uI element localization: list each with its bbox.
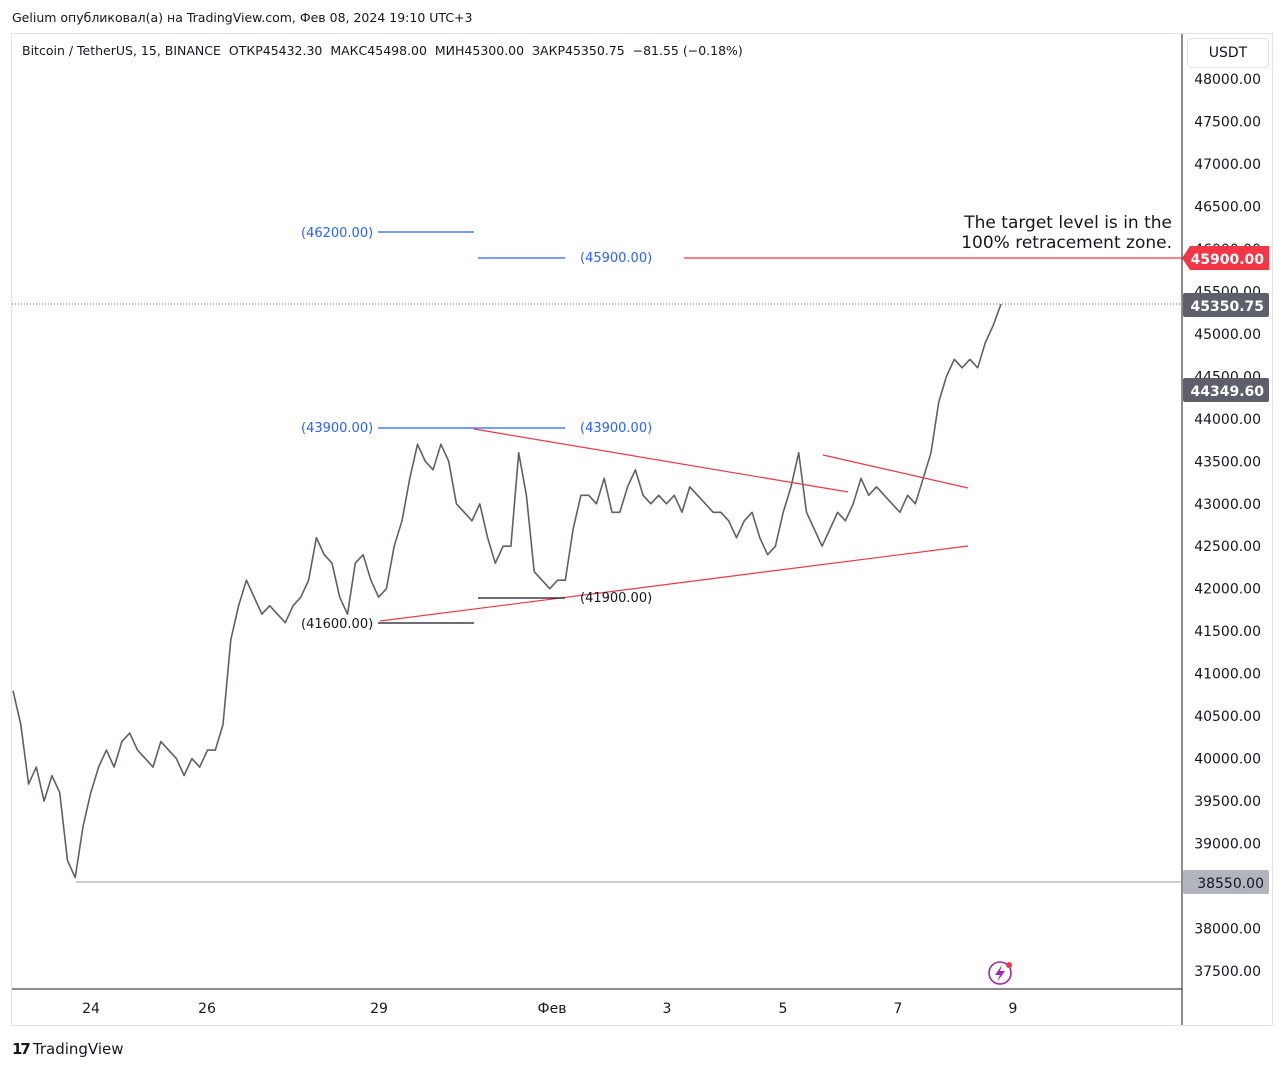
fib-label-45900: (45900.00)	[580, 251, 652, 266]
x-axis-labels: 24 26 29 Фев 3 5 7 9	[82, 1001, 1017, 1017]
price-series-line	[12, 303, 1002, 879]
mid-price-badge: 44349.60	[1183, 378, 1269, 402]
y-tick-label: 44000.00	[1194, 412, 1261, 428]
last-price-badge: 45350.75	[1183, 293, 1269, 317]
tradingview-brand-name: TradingView	[32, 1040, 124, 1058]
low-price-text: 38550.00	[1197, 876, 1264, 892]
x-tick-label: 26	[198, 1001, 216, 1017]
x-tick-label: 7	[894, 1001, 903, 1017]
y-axis-labels: 48000.0047500.0047000.0046500.0046000.00…	[1194, 72, 1261, 980]
publisher-line: Gelium опубликовал(а) на TradingView.com…	[12, 10, 473, 25]
y-tick-label: 43500.00	[1194, 454, 1261, 470]
y-tick-label: 46500.00	[1194, 199, 1261, 215]
last-price-text: 45350.75	[1190, 299, 1264, 315]
x-tick-label: Фев	[538, 1001, 567, 1017]
triangle-upper-line	[473, 428, 849, 493]
fib-label-41600: (41600.00)	[301, 617, 373, 632]
tradingview-brand[interactable]: 17 TradingView	[12, 1040, 124, 1058]
target-price-badge: 45900.00	[1182, 246, 1269, 270]
fib-label-43900-left: (43900.00)	[301, 421, 373, 436]
legend-low: МИН45300.00	[434, 43, 525, 58]
y-tick-label: 47500.00	[1194, 114, 1261, 130]
x-tick-label: 9	[1009, 1001, 1018, 1017]
y-tick-label: 39500.00	[1194, 794, 1261, 810]
y-tick-label: 40000.00	[1194, 752, 1261, 768]
fib-label-41900: (41900.00)	[580, 591, 652, 606]
y-tick-label: 37500.00	[1194, 964, 1261, 980]
legend-change: −81.55 (−0.18%)	[632, 43, 743, 58]
flag-upper-line	[822, 454, 969, 489]
y-tick-label: 48000.00	[1194, 72, 1261, 88]
legend-high: МАКС45498.00	[330, 43, 427, 58]
x-tick-label: 24	[82, 1001, 100, 1017]
fib-label-46200: (46200.00)	[301, 226, 373, 241]
y-tick-label: 39000.00	[1194, 837, 1261, 853]
currency-button[interactable]: USDT	[1187, 38, 1269, 68]
y-tick-label: 45000.00	[1194, 327, 1261, 343]
target-price-text: 45900.00	[1190, 252, 1264, 268]
y-tick-label: 42500.00	[1194, 539, 1261, 555]
note-line-2: 100% retracement zone.	[961, 233, 1172, 253]
x-tick-label: 5	[779, 1001, 788, 1017]
note-line-1: The target level is in the	[963, 213, 1172, 233]
legend-open: ОТКР45432.30	[228, 43, 323, 58]
y-tick-label: 38000.00	[1194, 922, 1261, 938]
fib-label-43900-right: (43900.00)	[580, 421, 652, 436]
y-tick-label: 41500.00	[1194, 624, 1261, 640]
x-tick-label: 3	[663, 1001, 672, 1017]
legend-symbol: Bitcoin / TetherUS, 15, BINANCE	[22, 43, 221, 58]
mid-price-text: 44349.60	[1190, 384, 1264, 400]
x-tick-label: 29	[370, 1001, 388, 1017]
y-tick-label: 40500.00	[1194, 709, 1261, 725]
triangle-lower-line	[379, 545, 969, 622]
chart-panel[interactable]	[11, 33, 1273, 1026]
lightning-icon[interactable]	[988, 961, 1012, 985]
chart-legend: Bitcoin / TetherUS, 15, BINANCE ОТКР4543…	[22, 43, 743, 58]
tradingview-logo-icon: 17	[12, 1040, 31, 1058]
low-price-badge: 38550.00	[1183, 870, 1269, 894]
legend-close: ЗАКР45350.75	[532, 43, 625, 58]
y-tick-label: 43000.00	[1194, 497, 1261, 513]
y-tick-label: 47000.00	[1194, 157, 1261, 173]
y-tick-label: 41000.00	[1194, 667, 1261, 683]
y-tick-label: 42000.00	[1194, 582, 1261, 598]
